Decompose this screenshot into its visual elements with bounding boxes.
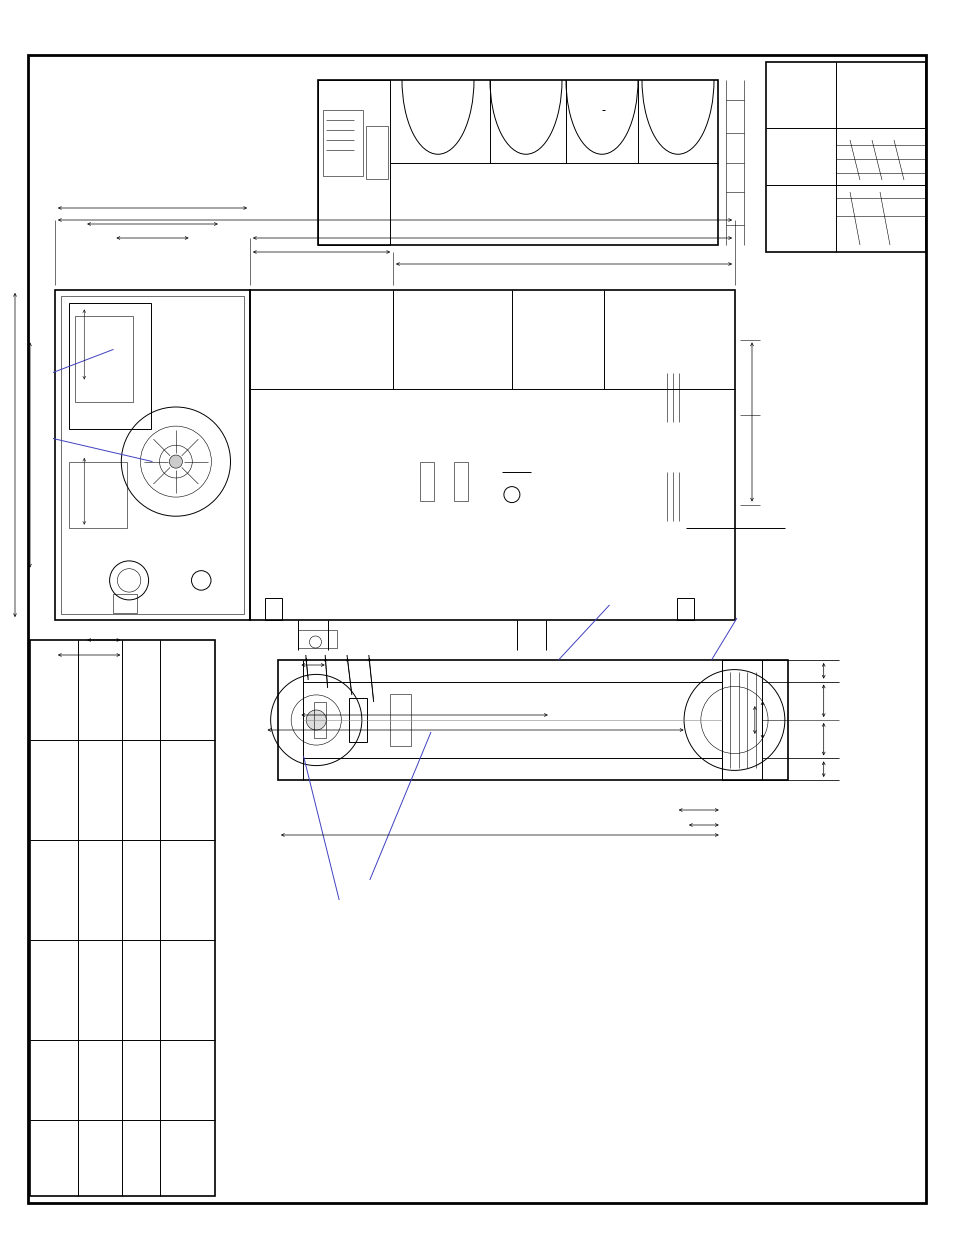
Bar bbox=[277, 659, 787, 781]
Bar bbox=[61, 296, 244, 614]
Bar bbox=[419, 462, 434, 501]
Bar bbox=[69, 304, 151, 429]
Bar bbox=[250, 290, 734, 620]
Bar bbox=[390, 694, 410, 746]
Bar bbox=[298, 630, 337, 648]
Bar bbox=[113, 594, 137, 614]
Bar bbox=[317, 80, 718, 245]
Bar bbox=[317, 80, 390, 245]
Bar bbox=[720, 659, 761, 781]
Bar bbox=[264, 598, 281, 620]
Bar bbox=[765, 62, 925, 252]
Bar bbox=[69, 462, 128, 527]
Bar bbox=[676, 598, 693, 620]
Bar bbox=[454, 462, 468, 501]
Bar bbox=[55, 290, 250, 620]
Circle shape bbox=[306, 710, 326, 730]
Circle shape bbox=[170, 454, 182, 468]
Bar bbox=[366, 126, 388, 179]
Bar bbox=[30, 640, 214, 1195]
Bar bbox=[314, 701, 326, 739]
Bar bbox=[323, 110, 363, 177]
Bar bbox=[75, 316, 133, 403]
Bar bbox=[349, 699, 367, 741]
